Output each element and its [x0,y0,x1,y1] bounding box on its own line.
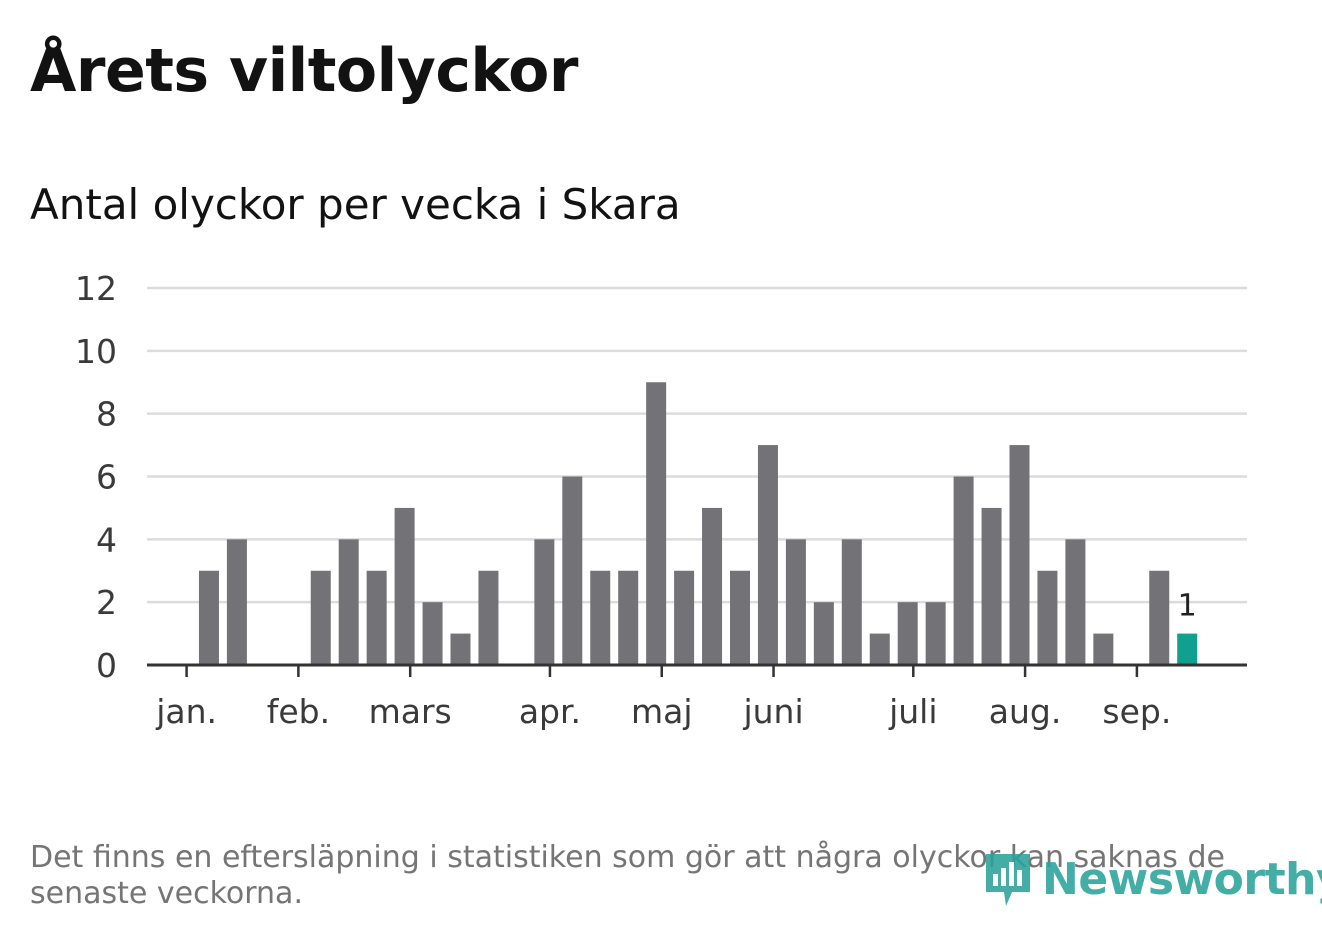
chart-title: Årets viltolyckor [30,36,579,106]
y-tick-label: 6 [96,458,117,497]
newsworthy-logo-text: Newsworthy [1042,853,1322,905]
y-tick-label: 4 [96,520,117,559]
bar-highlight [1177,633,1198,665]
x-tick-label: sep. [1102,692,1171,731]
y-tick-label: 2 [96,583,117,622]
bar [450,633,471,665]
data-labels: 1 [1178,589,1197,624]
y-axis-ticks: 0 2 4 6 8 10 12 [75,269,117,685]
bar [1009,445,1030,665]
x-tick-label: feb. [267,692,330,731]
bar [422,602,443,665]
bar [897,602,918,665]
newsworthy-logo: Newsworthy [982,848,1322,910]
bar [953,476,974,665]
x-axis-ticks: jan. feb. mars apr. maj juni juli aug. sep. [155,665,1171,731]
x-tick-label: maj [631,692,693,731]
bar [198,570,219,665]
bar [785,539,806,665]
bar [562,476,583,665]
data-label: 1 [1178,589,1197,624]
bar [478,570,499,665]
bar [757,445,778,665]
newsworthy-logo-icon [986,854,1030,906]
bar [841,539,862,665]
bar [813,602,834,665]
x-tick-label: jan. [155,692,217,731]
y-tick-label: 8 [96,395,117,434]
bar [646,382,667,665]
bars [198,382,1198,665]
bar [869,633,890,665]
bar [1065,539,1086,665]
bar [674,570,695,665]
bar [1037,570,1058,665]
x-tick-label: juli [888,692,937,731]
x-tick-label: mars [369,692,452,731]
y-tick-label: 12 [75,269,117,308]
bar [1149,570,1170,665]
bar [226,539,247,665]
bar [981,507,1002,665]
bar [534,539,555,665]
bar [338,539,359,665]
bar-chart: 0 2 4 6 8 10 12 jan. feb. mars apr. maj juni juli aug… [75,269,1247,731]
bar [702,507,723,665]
y-tick-label: 0 [96,646,117,685]
x-tick-label: apr. [519,692,581,731]
bar [366,570,387,665]
x-tick-label: juni [742,692,803,731]
bar [1093,633,1114,665]
x-tick-label: aug. [989,692,1062,731]
bar [590,570,611,665]
bar [618,570,639,665]
bar [925,602,946,665]
chart-subtitle: Antal olyckor per vecka i Skara [30,180,681,229]
bar [310,570,331,665]
bar [730,570,750,665]
y-tick-label: 10 [75,332,117,371]
bar [394,507,415,665]
